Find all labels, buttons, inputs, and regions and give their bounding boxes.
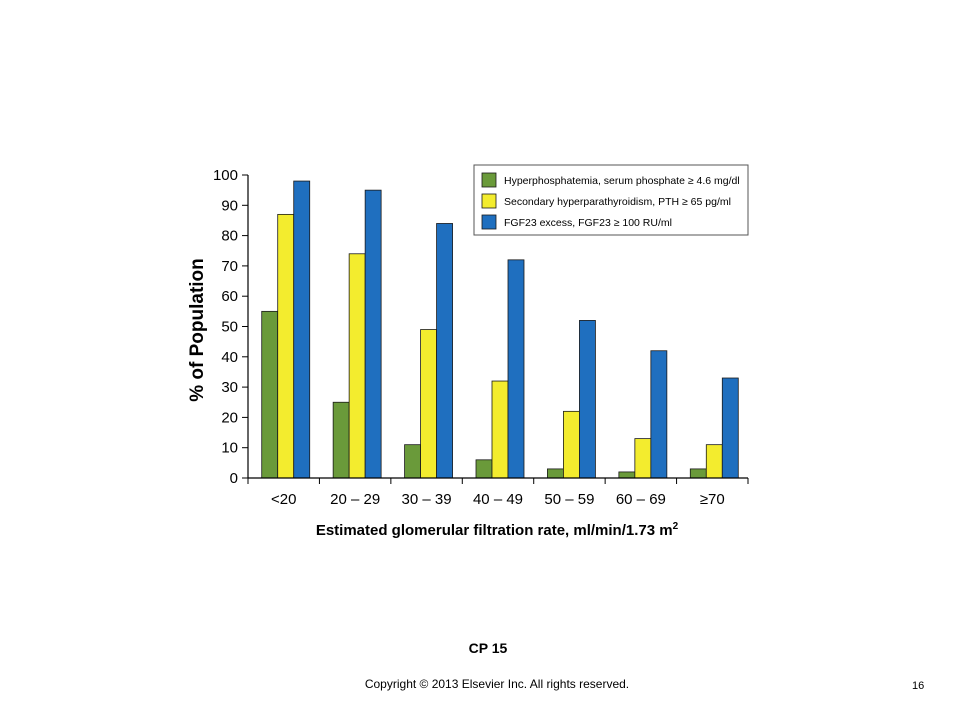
y-axis-title: % of Population [187, 258, 208, 402]
x-tick-label: 20 – 29 [330, 491, 380, 508]
legend-swatch [481, 193, 497, 209]
bar [475, 459, 493, 479]
bar [348, 253, 366, 479]
x-axis-label: Estimated glomerular filtration rate, ml… [316, 522, 673, 539]
page-number: 16 [912, 680, 925, 692]
bar [634, 438, 652, 479]
x-tick-label: 40 – 49 [473, 491, 523, 508]
x-tick-label: 60 – 69 [616, 491, 666, 508]
bar [579, 320, 596, 479]
y-ticks: 0 10 20 30 40 50 60 70 80 90 100 [213, 167, 248, 487]
bar [491, 380, 509, 479]
y-axis-label: % of Population [187, 258, 208, 402]
y-tick-label: 60 [221, 288, 238, 305]
legend: Hyperphosphatemia, serum phosphate ≥ 4.6… [473, 164, 749, 236]
y-tick-label: 90 [221, 197, 238, 214]
x-tick-label: 30 – 39 [402, 491, 452, 508]
bar [705, 444, 723, 479]
svg-text:Estimated glomerular filtratio: Estimated glomerular filtration rate, ml… [316, 521, 679, 539]
x-tick-label: 50 – 59 [544, 491, 594, 508]
bar [364, 189, 382, 479]
bar [293, 180, 311, 479]
legend-swatch [481, 172, 497, 188]
axes [247, 175, 748, 479]
legend-label: Hyperphosphatemia, serum phosphate ≥ 4.6… [504, 175, 740, 187]
bar [277, 213, 295, 479]
x-axis-title: Estimated glomerular filtration rate, ml… [316, 521, 679, 539]
bar [618, 471, 636, 479]
bar [563, 410, 580, 479]
bar [332, 401, 350, 479]
y-tick-label: 10 [221, 440, 238, 457]
x-tick-label: <20 [271, 491, 296, 508]
copyright-notice: Copyright © 2013 Elsevier Inc. All right… [364, 677, 630, 691]
bar [547, 468, 564, 479]
y-tick-label: 80 [221, 228, 238, 245]
figure-caption: CP 15 [468, 640, 508, 656]
y-tick-label: 40 [221, 349, 238, 366]
bar [689, 468, 707, 479]
bar [650, 350, 668, 479]
legend-label: FGF23 excess, FGF23 ≥ 100 RU/ml [504, 217, 672, 229]
legend-swatch [481, 214, 497, 230]
bar [507, 259, 525, 479]
x-ticks: <20 20 – 29 30 – 39 40 – 49 50 – 59 60 – 69 ≥7… [247, 478, 749, 508]
legend-box [473, 164, 749, 236]
bar [721, 377, 739, 479]
y-tick-label: 70 [221, 258, 238, 275]
bar [261, 310, 279, 479]
bar [404, 444, 421, 479]
y-tick-label: 0 [230, 470, 238, 487]
y-tick-label: 20 [221, 409, 238, 426]
bar [420, 329, 437, 479]
x-axis-label-superscript: 2 [673, 521, 679, 532]
y-tick-label: 100 [213, 167, 238, 184]
y-tick-label: 30 [221, 379, 238, 396]
legend-label: Secondary hyperparathyroidism, PTH ≥ 65 … [504, 196, 731, 208]
y-tick-label: 50 [221, 319, 238, 336]
bar [436, 223, 453, 479]
x-tick-label: ≥70 [700, 491, 725, 508]
